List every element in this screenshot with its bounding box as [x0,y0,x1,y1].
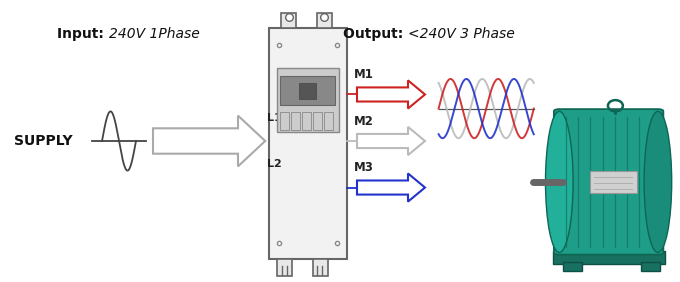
FancyBboxPatch shape [313,259,328,276]
Polygon shape [153,116,265,166]
Text: M2: M2 [354,115,373,128]
FancyBboxPatch shape [282,13,296,28]
FancyBboxPatch shape [324,112,333,130]
FancyBboxPatch shape [280,76,335,105]
Text: <240V 3 Phase: <240V 3 Phase [408,27,515,41]
FancyBboxPatch shape [277,67,339,132]
FancyBboxPatch shape [563,262,582,271]
Ellipse shape [545,111,573,252]
FancyBboxPatch shape [291,112,300,130]
FancyBboxPatch shape [552,251,665,264]
Text: L1: L1 [267,113,282,124]
FancyBboxPatch shape [269,28,347,259]
FancyBboxPatch shape [554,109,664,255]
Polygon shape [357,127,425,155]
FancyBboxPatch shape [313,112,322,130]
FancyBboxPatch shape [317,13,332,28]
FancyBboxPatch shape [280,112,289,130]
FancyBboxPatch shape [590,171,637,193]
Ellipse shape [644,111,672,252]
Text: L2: L2 [267,158,282,169]
Text: Output:: Output: [343,27,408,41]
FancyBboxPatch shape [299,83,316,99]
Polygon shape [357,173,425,202]
FancyBboxPatch shape [302,112,311,130]
Text: SUPPLY: SUPPLY [14,134,72,148]
FancyBboxPatch shape [277,259,292,276]
Polygon shape [357,80,425,109]
Text: M3: M3 [354,161,373,174]
Text: Input:: Input: [57,27,109,41]
Text: 240V 1Phase: 240V 1Phase [109,27,199,41]
Text: M1: M1 [354,68,373,81]
FancyBboxPatch shape [641,262,660,271]
